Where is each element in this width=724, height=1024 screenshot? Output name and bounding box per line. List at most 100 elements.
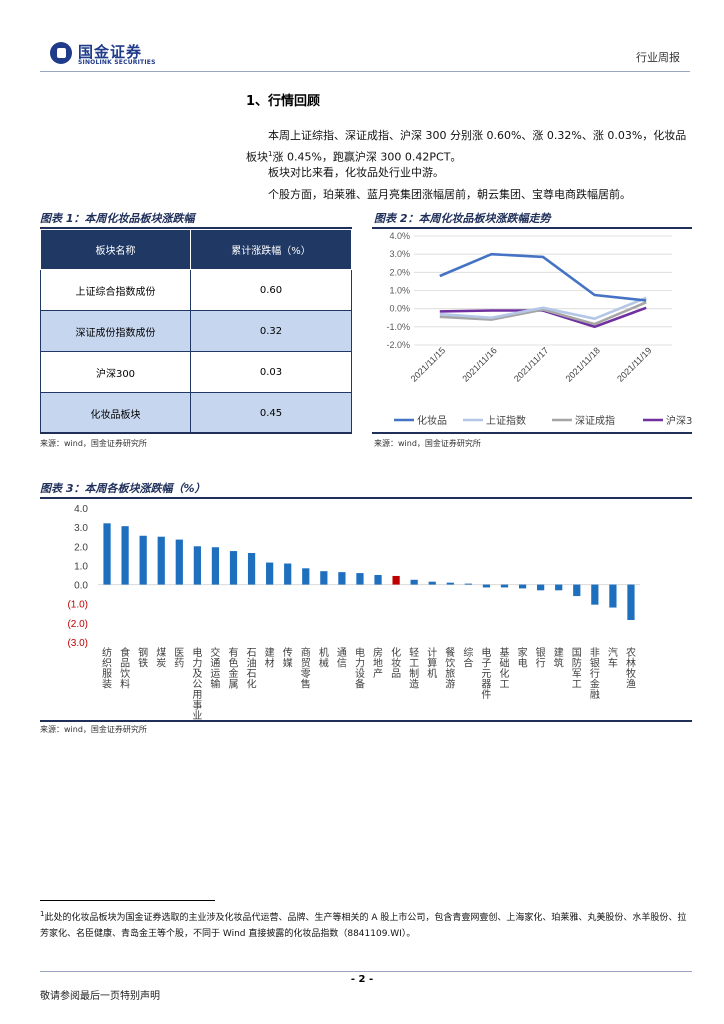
x-tick-label: 房地产: [373, 646, 383, 680]
fig3-source: 来源：wind，国金证券研究所: [40, 725, 147, 734]
x-tick-label: 通信: [337, 647, 347, 670]
brand-name-en: SINOLINK SECURITIES: [78, 59, 156, 66]
x-tick-label: 餐饮旅游: [445, 646, 455, 691]
fig2-title: 图表 2：本周化妆品板块涨跌幅走势: [374, 212, 551, 225]
paragraph-stocks: 个股方面，珀莱雅、蓝月亮集团涨幅居前，朝云集团、宝尊电商跌幅居前。: [268, 188, 631, 201]
y-tick-label: (1.0): [67, 600, 88, 611]
fig1-source: 来源：wind，国金证券研究所: [40, 439, 147, 448]
y-tick-label: 2.0: [74, 542, 88, 553]
brand-name-cn: 国金证券: [78, 43, 143, 61]
bar: [302, 568, 310, 585]
table-cell-name: 沪深300: [40, 351, 191, 393]
series-line: [439, 252, 647, 302]
section-title: 1、行情回顾: [246, 94, 321, 109]
y-tick-label: (3.0): [67, 638, 88, 649]
x-tick-label: 建筑: [554, 646, 564, 670]
y-tick-label: 3.0%: [389, 249, 410, 259]
bar: [320, 571, 328, 585]
footnote-ref[interactable]: 1: [268, 150, 273, 158]
bar: [157, 536, 165, 585]
footer-divider: [40, 971, 692, 972]
x-tick-label: 电力及公用事业: [192, 646, 202, 720]
fig3-title-rule: [40, 497, 692, 499]
bar: [193, 546, 201, 585]
fig2-line-chart: 4.0% 3.0% 2.0% 1.0% 0.0% -1.0% -2.0%2021/11/15…: [386, 231, 692, 427]
paragraph-text: 涨 0.45%，跑赢沪深 300 0.42PCT。: [272, 150, 462, 164]
x-tick-label: 2021/11/17: [512, 345, 550, 383]
table-cell-name: 化妆品板块: [40, 392, 191, 434]
paragraph-sector-compare: 板块对比来看，化妆品处行业中游。: [268, 166, 444, 179]
x-tick-label: 纺织服装: [102, 646, 112, 691]
bar: [284, 563, 292, 585]
series-line: [439, 301, 647, 326]
bar: [573, 584, 581, 597]
x-tick-label: 机械: [319, 646, 329, 670]
y-tick-label: 3.0: [74, 523, 88, 534]
x-tick-label: 2021/11/19: [615, 345, 653, 383]
bar: [500, 584, 509, 588]
x-tick-label: 石油石化: [247, 648, 257, 691]
bar: [229, 551, 238, 585]
fig2-bottom-rule: [372, 432, 692, 434]
x-tick-label: 2021/11/15: [409, 345, 447, 383]
bar: [121, 526, 129, 585]
bar: [103, 523, 111, 585]
x-tick-label: 电子元器件: [481, 646, 491, 701]
bar: [482, 584, 491, 588]
document-type: 行业周报: [636, 51, 680, 64]
footnote: 1此处的化妆品板块为国金证券选取的主业涉及化妆品代运营、品牌、生产等相关的 A …: [40, 906, 692, 942]
table-header-row: 板块名称 累计涨跌幅（%）: [40, 229, 352, 270]
table-row: 上证综合指数成份 0.60: [40, 269, 352, 311]
bar: [374, 575, 382, 585]
sinolink-logo: 国金证券 SINOLINK SECURITIES: [50, 40, 200, 70]
page-header: 国金证券 SINOLINK SECURITIES 行业周报: [40, 40, 690, 70]
bar: [175, 539, 183, 585]
table-row: 化妆品板块 0.45: [40, 392, 352, 434]
fig1-table: 板块名称 累计涨跌幅（%） 上证综合指数成份 0.60 深证成份指数成份 0.3…: [40, 229, 352, 434]
x-tick-label: 建材: [265, 646, 275, 670]
x-tick-label: 传媒: [283, 647, 293, 670]
table-header-cell: 板块名称: [40, 229, 191, 270]
x-tick-label: 2021/11/16: [460, 345, 498, 383]
table-cell-name: 上证综合指数成份: [40, 269, 191, 311]
x-tick-label: 基础化工: [500, 646, 510, 691]
legend-label: 化妆品: [417, 414, 447, 427]
bar: [609, 584, 617, 608]
x-tick-label: 煤炭: [156, 646, 166, 670]
bar: [139, 535, 147, 585]
disclaimer-link[interactable]: 敬请参阅最后一页特别声明: [40, 991, 160, 1002]
x-tick-label: 商贸零售: [301, 646, 311, 691]
y-tick-label: -1.0%: [386, 322, 410, 332]
y-tick-label: 0.0: [74, 581, 88, 592]
x-tick-label: 国防军工: [572, 647, 582, 691]
bar: [537, 584, 545, 591]
fig1-bottom-rule: [40, 432, 352, 434]
x-tick-label: 计算机: [427, 646, 437, 680]
x-tick-label: 家电: [518, 646, 528, 670]
x-tick-label: 交通运输: [210, 646, 220, 691]
y-tick-label: 1.0%: [389, 286, 410, 296]
y-tick-label: -2.0%: [386, 340, 410, 350]
y-tick-label: 0.0%: [389, 304, 410, 314]
bar: [356, 573, 364, 585]
table-cell-value: 0.45: [190, 392, 352, 434]
y-tick-label: (2.0): [67, 619, 88, 630]
table-cell-value: 0.03: [190, 351, 352, 393]
y-tick-label: 1.0: [74, 561, 88, 572]
bar: [428, 581, 436, 585]
page-number: - 2 -: [350, 974, 374, 985]
x-tick-label: 非银行金融: [590, 647, 600, 701]
fig1-title-rule: [40, 227, 352, 229]
table-cell-value: 0.60: [190, 269, 352, 311]
x-tick-label: 轻工制造: [409, 646, 419, 691]
x-tick-label: 电力设备: [355, 646, 365, 691]
table-row: 深证成份指数成份 0.32: [40, 310, 352, 352]
fig3-bar-chart: 4.0 3.0 2.0 1.0 0.0 (1.0) (2.0) (3.0) 纺织服装食品饮料钢铁…: [67, 504, 640, 720]
bar: [446, 582, 454, 585]
fig3-title: 图表 3：本周各板块涨跌幅（%）: [40, 482, 206, 495]
bar: [338, 572, 346, 585]
fig3-bottom-rule: [40, 720, 692, 722]
fig2-title-rule: [372, 227, 692, 229]
header-divider: [40, 71, 690, 72]
x-tick-label: 农林牧渔: [626, 646, 636, 691]
